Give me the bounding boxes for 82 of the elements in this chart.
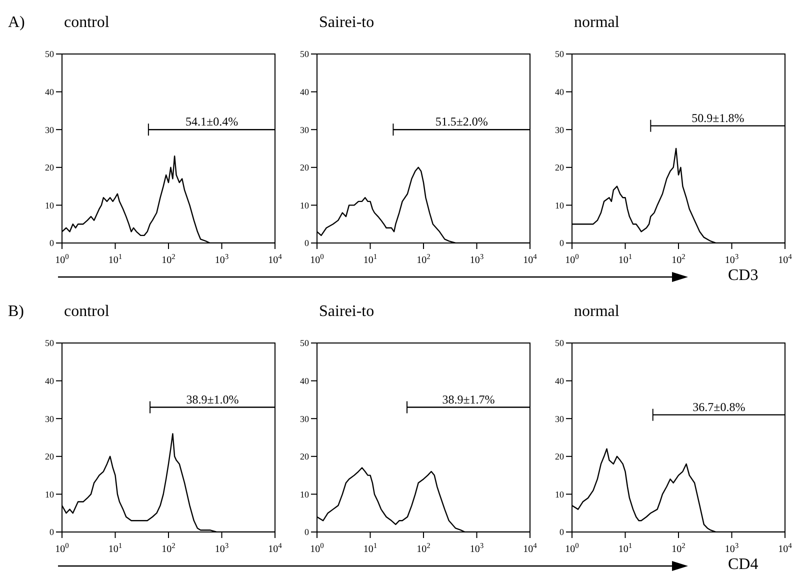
x-tick-label: 10$^{0}$ xyxy=(55,252,70,266)
x-tick-label: 10$^{4}$ xyxy=(268,540,282,555)
x-tick-label: 10$^{0}$ xyxy=(55,540,70,555)
x-tick-label: 10$^{3}$ xyxy=(724,540,739,555)
y-tick-label: 40 xyxy=(300,376,310,386)
y-tick-label: 30 xyxy=(45,124,54,135)
x-tick-label: 10$^{1}$ xyxy=(363,540,378,555)
x-tick-label: 10$^{3}$ xyxy=(470,540,484,555)
x-tick-label: 10$^{2}$ xyxy=(162,540,176,555)
y-tick-label: 0 xyxy=(50,238,54,248)
y-tick-label: 30 xyxy=(300,124,310,135)
x-tick-label: 10$^{0}$ xyxy=(565,252,580,266)
x-tick-label: 10$^{2}$ xyxy=(672,540,686,555)
x-tick-label: 10$^{3}$ xyxy=(724,252,739,266)
x-tick-label: 10$^{3}$ xyxy=(470,252,484,266)
y-tick-label: 50 xyxy=(45,49,54,60)
y-tick-label: 10 xyxy=(300,489,310,500)
chart-title: normal xyxy=(574,14,620,32)
x-tick-label: 10$^{2}$ xyxy=(416,540,431,555)
y-tick-label: 40 xyxy=(555,86,564,97)
y-tick-label: 20 xyxy=(45,162,54,173)
x-tick-label: 10$^{1}$ xyxy=(108,540,122,555)
y-tick-label: 50 xyxy=(45,338,54,348)
text: B) xyxy=(8,303,24,321)
annotation: 50.9±1.8% xyxy=(692,110,744,125)
chart-title: Sairei-to xyxy=(319,14,374,32)
annotation: 36.7±0.8% xyxy=(692,400,746,414)
y-tick-label: 20 xyxy=(300,452,310,462)
x-axis-title: CD3 xyxy=(728,267,758,285)
y-tick-label: 10 xyxy=(555,489,564,500)
y-tick-label: 30 xyxy=(555,414,564,424)
x-tick-label: 10$^{0}$ xyxy=(565,540,580,555)
y-tick-label: 50 xyxy=(300,338,310,348)
y-tick-label: 0 xyxy=(50,527,54,538)
x-tick-label: 10$^{4}$ xyxy=(778,540,792,555)
y-tick-label: 10 xyxy=(300,200,310,210)
chart-title: normal xyxy=(574,303,620,321)
x-axis-title: CD4 xyxy=(728,556,758,574)
y-tick-label: 20 xyxy=(555,452,564,462)
x-tick-label: 10$^{4}$ xyxy=(523,252,538,266)
y-tick-label: 40 xyxy=(555,376,564,386)
x-tick-label: 10$^{1}$ xyxy=(618,540,632,555)
y-tick-label: 0 xyxy=(304,238,310,248)
y-tick-label: 50 xyxy=(555,49,564,60)
x-tick-label: 10$^{4}$ xyxy=(778,252,792,266)
y-tick-label: 30 xyxy=(555,124,564,135)
x-tick-label: 10$^{0}$ xyxy=(310,540,324,555)
y-tick-label: 50 xyxy=(555,338,564,348)
y-tick-label: 10 xyxy=(45,489,54,500)
chart-title: Sairei-to xyxy=(319,303,374,321)
annotation: 54.1±0.4% xyxy=(185,114,238,129)
chart-title: control xyxy=(64,14,110,32)
y-tick-label: 0 xyxy=(304,527,310,538)
y-tick-label: 20 xyxy=(45,452,54,462)
x-tick-label: 10$^{3}$ xyxy=(214,252,229,266)
x-tick-label: 10$^{1}$ xyxy=(363,252,378,266)
x-tick-label: 10$^{0}$ xyxy=(310,252,324,266)
y-tick-label: 40 xyxy=(45,86,54,97)
x-tick-label: 10$^{1}$ xyxy=(618,252,632,266)
y-tick-label: 40 xyxy=(45,376,54,386)
y-tick-label: 0 xyxy=(560,527,564,538)
y-tick-label: 10 xyxy=(555,200,564,210)
text: A) xyxy=(8,14,25,32)
x-tick-label: 10$^{4}$ xyxy=(523,540,538,555)
x-tick-label: 10$^{2}$ xyxy=(672,252,686,266)
x-tick-label: 10$^{2}$ xyxy=(162,252,176,266)
y-tick-label: 20 xyxy=(555,162,564,173)
y-tick-label: 10 xyxy=(45,200,54,210)
y-tick-label: 30 xyxy=(300,414,310,424)
y-tick-label: 30 xyxy=(45,414,54,424)
y-tick-label: 0 xyxy=(560,238,564,248)
annotation: 38.9±1.0% xyxy=(186,392,239,406)
x-tick-label: 10$^{3}$ xyxy=(214,540,229,555)
annotation: 38.9±1.7% xyxy=(442,392,495,406)
y-tick-label: 40 xyxy=(300,86,310,97)
annotation: 51.5±2.0% xyxy=(435,114,488,129)
x-tick-label: 10$^{1}$ xyxy=(108,252,122,266)
x-tick-label: 10$^{4}$ xyxy=(268,252,282,266)
x-tick-label: 10$^{2}$ xyxy=(416,252,431,266)
chart-title: control xyxy=(64,303,110,321)
y-tick-label: 50 xyxy=(300,49,310,60)
y-tick-label: 20 xyxy=(300,162,310,173)
